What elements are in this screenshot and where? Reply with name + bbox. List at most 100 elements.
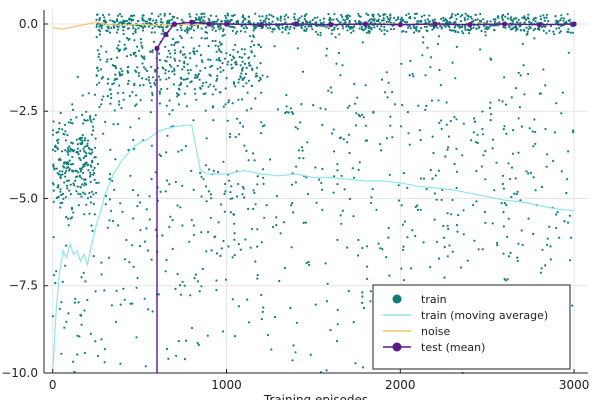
train-point-1635 <box>171 38 174 41</box>
train-point-7 <box>80 195 83 198</box>
train-point-287 <box>60 352 63 355</box>
train-point-1819 <box>290 204 293 207</box>
train-point-1396 <box>142 83 145 87</box>
train-point-1991 <box>569 259 572 262</box>
train-point-2102 <box>389 115 392 118</box>
train-point-1333 <box>173 69 176 72</box>
train-point-1658 <box>372 110 375 113</box>
train-point-1569 <box>339 214 342 217</box>
train-point-1810 <box>309 353 312 356</box>
train-point-1866 <box>455 224 458 227</box>
train-point-1797 <box>207 85 210 88</box>
train-point-1905 <box>319 107 322 110</box>
train-point-2117 <box>196 280 199 283</box>
train-point-1746 <box>454 77 457 80</box>
train-point-1092 <box>530 21 533 24</box>
test-mean-marker-14 <box>502 21 508 27</box>
train-point-1505 <box>241 78 244 81</box>
train-point-360 <box>480 29 483 33</box>
train-point-1779 <box>506 235 509 238</box>
train-point-583 <box>160 18 163 21</box>
train-point-2052 <box>142 14 145 17</box>
train-point-2360 <box>336 163 339 166</box>
train-point-2227 <box>269 158 272 161</box>
train-point-1946 <box>192 119 195 122</box>
train-point-1841 <box>122 91 125 94</box>
train-point-1481 <box>257 43 260 46</box>
train-point-1490 <box>137 74 140 77</box>
train-point-2160 <box>224 190 227 193</box>
train-point-2138 <box>527 172 530 175</box>
train-point-1679 <box>348 15 351 18</box>
train-point-235 <box>89 117 92 120</box>
train-point-1254 <box>145 78 148 81</box>
train-point-1970 <box>206 334 209 337</box>
train-point-1519 <box>187 72 190 75</box>
train-point-779 <box>328 16 332 19</box>
train-point-1498 <box>177 87 180 90</box>
train-point-1132 <box>141 29 145 32</box>
train-point-2281 <box>285 105 288 108</box>
train-point-163 <box>71 163 74 166</box>
train-point-1639 <box>527 217 530 220</box>
train-point-2214 <box>200 175 203 178</box>
train-point-1486 <box>194 73 197 77</box>
train-point-1075 <box>222 28 225 31</box>
train-point-210 <box>79 142 82 145</box>
train-point-17 <box>82 156 85 160</box>
train-point-1073 <box>321 24 324 27</box>
train-point-1715 <box>416 208 419 211</box>
train-point-1303 <box>221 34 224 37</box>
train-point-2351 <box>389 13 392 16</box>
train-point-2200 <box>561 91 564 94</box>
train-point-118 <box>80 183 84 186</box>
train-point-1152 <box>350 31 353 34</box>
train-point-740 <box>277 26 280 29</box>
train-point-954 <box>448 25 451 29</box>
train-point-974 <box>332 28 336 31</box>
train-point-67 <box>68 145 71 148</box>
train-point-1571 <box>137 194 140 197</box>
train-point-1984 <box>295 165 298 168</box>
train-point-1667 <box>168 113 171 116</box>
train-point-2325 <box>325 47 328 50</box>
train-point-1041 <box>106 25 109 28</box>
train-point-1804 <box>523 93 526 96</box>
train-point-1682 <box>318 178 321 181</box>
train-point-2279 <box>544 127 547 131</box>
train-point-2370 <box>380 78 383 81</box>
train-point-277 <box>73 370 76 373</box>
train-point-2046 <box>505 204 508 207</box>
train-point-2096 <box>136 277 139 280</box>
train-point-1437 <box>147 79 150 82</box>
train-point-1824 <box>238 133 241 136</box>
train-point-1840 <box>256 228 259 231</box>
train-point-1133 <box>143 25 147 28</box>
train-point-1055 <box>162 28 165 32</box>
train-point-1418 <box>197 72 200 76</box>
train-point-680 <box>475 27 478 30</box>
train-point-1236 <box>158 102 161 105</box>
train-point-1419 <box>259 62 262 65</box>
train-point-1048 <box>436 26 439 29</box>
train-point-2318 <box>502 13 505 17</box>
train-point-1796 <box>181 184 184 187</box>
train-point-2010 <box>217 221 220 224</box>
train-point-4 <box>93 178 96 181</box>
train-point-1162 <box>200 27 203 30</box>
train-point-1102 <box>423 14 426 17</box>
train-point-1247 <box>255 72 258 75</box>
train-point-251 <box>56 146 59 149</box>
train-point-1883 <box>166 134 169 137</box>
x-axis-title: Training episodes <box>263 393 368 400</box>
train-point-1511 <box>241 56 244 59</box>
train-point-1812 <box>355 112 358 115</box>
train-point-1843 <box>507 217 510 220</box>
train-point-1619 <box>419 177 423 180</box>
train-point-1683 <box>430 99 434 102</box>
train-point-2067 <box>231 197 234 200</box>
train-point-54 <box>76 75 79 78</box>
train-point-2039 <box>451 61 454 64</box>
train-point-143 <box>90 133 93 136</box>
train-point-1657 <box>510 195 513 199</box>
